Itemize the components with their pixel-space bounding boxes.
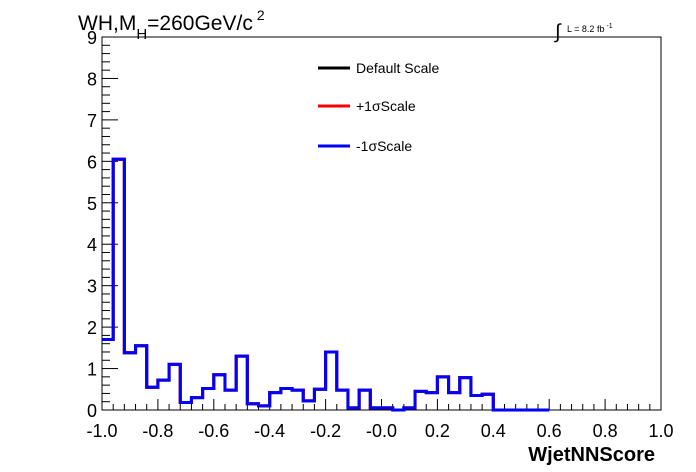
x-tick-label: 0.8 bbox=[593, 421, 618, 441]
x-tick-label: -0.0 bbox=[366, 421, 397, 441]
series-2-step-line bbox=[102, 157, 550, 412]
x-tick-label: -1.0 bbox=[86, 421, 117, 441]
plot-frame bbox=[101, 36, 662, 411]
x-tick-label: -0.4 bbox=[254, 421, 285, 441]
integral-symbol: ∫ bbox=[554, 21, 562, 43]
y-tick-label: 1 bbox=[87, 360, 97, 380]
y-tick-label: 0 bbox=[87, 401, 97, 421]
y-tick-label: 2 bbox=[87, 318, 97, 338]
y-tick-label: 7 bbox=[87, 111, 97, 131]
x-axis-title: WjetNNScore bbox=[528, 444, 655, 466]
x-tick-label: 0.4 bbox=[481, 421, 506, 441]
luminosity-label: ∫ L = 8.2 fb -1 bbox=[554, 21, 613, 43]
legend-label-default: Default Scale bbox=[356, 60, 439, 76]
y-tick-label: 3 bbox=[87, 277, 97, 297]
y-tick-label: 4 bbox=[87, 235, 97, 255]
legend-label-minus1sigma: -1σScale bbox=[356, 138, 412, 154]
x-tick-label: -0.6 bbox=[198, 421, 229, 441]
series-layer bbox=[102, 157, 550, 412]
svg-text:L = 8.2 fb-1: L = 8.2 fb -1 bbox=[567, 23, 613, 34]
chart-title: WH,MH=260GeV/c 2 bbox=[78, 7, 265, 43]
y-tick-label: 5 bbox=[87, 194, 97, 214]
x-tick-label: -0.8 bbox=[142, 421, 173, 441]
x-axis: -1.0 -0.8 -0.6 -0.4 -0.2 -0.0 0.2 0.4 0.6 0.8 1.0 bbox=[86, 399, 674, 441]
y-axis: 0 1 2 3 4 5 6 7 8 9 bbox=[87, 28, 118, 421]
y-tick-label: 8 bbox=[87, 69, 97, 89]
legend: Default Scale +1σScale -1σScale bbox=[318, 60, 439, 154]
lumi-sup: -1 bbox=[606, 23, 612, 30]
x-tick-label: -0.2 bbox=[310, 421, 341, 441]
x-tick-label: 1.0 bbox=[648, 421, 673, 441]
lumi-text: L = 8.2 fb bbox=[567, 24, 604, 34]
x-tick-label: 0.6 bbox=[537, 421, 562, 441]
legend-label-plus1sigma: +1σScale bbox=[356, 98, 416, 114]
x-tick-label: 0.2 bbox=[425, 421, 450, 441]
y-tick-label: 9 bbox=[87, 28, 97, 48]
y-tick-label: 6 bbox=[87, 152, 97, 172]
